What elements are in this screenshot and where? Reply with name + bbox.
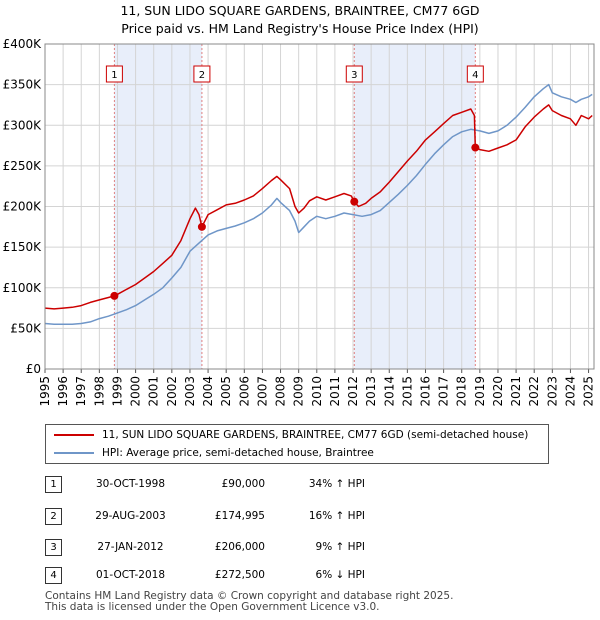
x-tick-label: 2022 xyxy=(527,376,541,407)
x-tick-label: 2012 xyxy=(346,376,360,407)
x-tick-label: 2006 xyxy=(237,376,251,407)
y-tick-label: £150K xyxy=(3,240,43,254)
x-tick-label: 2005 xyxy=(219,376,233,407)
sale-point xyxy=(350,197,359,206)
transaction-price: £90,000 xyxy=(221,478,265,490)
transaction-number: 3 xyxy=(45,539,62,556)
y-tick-label: £50K xyxy=(10,321,42,335)
x-tick-label: 2017 xyxy=(437,376,451,407)
x-tick-label: 2018 xyxy=(455,376,469,407)
sale-point xyxy=(110,291,119,300)
transaction-date: 29-AUG-2003 xyxy=(95,510,166,522)
y-tick-label: £350K xyxy=(3,78,43,92)
x-tick-label: 1998 xyxy=(92,376,106,407)
transaction-number: 2 xyxy=(45,508,62,525)
x-tick-label: 2001 xyxy=(147,376,161,407)
x-tick-label: 2009 xyxy=(292,376,306,407)
legend-swatch-property xyxy=(54,434,94,436)
x-tick-label: 2013 xyxy=(364,376,378,407)
legend-item-hpi: HPI: Average price, semi-detached house,… xyxy=(54,445,374,461)
x-tick-label: 2025 xyxy=(582,376,596,407)
transaction-row: 2 29-AUG-2003 £174,995 16% ↑ HPI xyxy=(45,508,545,528)
legend-swatch-hpi xyxy=(54,452,94,454)
y-tick-label: £0 xyxy=(26,362,41,376)
transaction-number: 1 xyxy=(45,476,62,493)
legend-item-property: 11, SUN LIDO SQUARE GARDENS, BRAINTREE, … xyxy=(54,427,528,443)
transaction-hpi-diff: 9% ↑ HPI xyxy=(315,541,365,553)
transaction-price: £174,995 xyxy=(214,510,265,522)
transaction-hpi-diff: 34% ↑ HPI xyxy=(308,478,365,490)
x-tick-label: 2023 xyxy=(545,376,559,407)
sale-point xyxy=(471,143,480,152)
transaction-row: 4 01-OCT-2018 £272,500 6% ↓ HPI xyxy=(45,567,545,587)
sale-marker-box xyxy=(105,65,123,83)
transaction-date: 01-OCT-2018 xyxy=(96,569,165,581)
transaction-row: 1 30-OCT-1998 £90,000 34% ↑ HPI xyxy=(45,476,545,496)
legend: 11, SUN LIDO SQUARE GARDENS, BRAINTREE, … xyxy=(45,424,549,464)
x-tick-label: 2014 xyxy=(382,376,396,407)
x-tick-label: 2011 xyxy=(328,376,342,407)
hpi-line xyxy=(44,83,593,326)
chart-subtitle: Price paid vs. HM Land Registry's House … xyxy=(121,21,479,36)
transaction-date: 27-JAN-2012 xyxy=(97,541,164,553)
x-tick-label: 2000 xyxy=(129,376,143,407)
x-tick-label: 2008 xyxy=(274,376,288,407)
sale-marker-label: 4 xyxy=(472,70,478,81)
x-tick-label: 2007 xyxy=(255,376,269,407)
y-tick-label: £250K xyxy=(3,159,43,173)
sale-marker-box xyxy=(466,65,484,83)
x-tick-label: 2002 xyxy=(165,376,179,407)
y-tick-label: £100K xyxy=(3,281,43,295)
transaction-hpi-diff: 6% ↓ HPI xyxy=(315,569,365,581)
y-tick-label: £300K xyxy=(3,118,43,132)
chart-title-address: 11, SUN LIDO SQUARE GARDENS, BRAINTREE, … xyxy=(120,3,480,18)
x-tick-label: 2024 xyxy=(563,376,577,407)
transaction-row: 3 27-JAN-2012 £206,000 9% ↑ HPI xyxy=(45,539,545,559)
sale-marker-label: 2 xyxy=(199,70,205,81)
x-tick-label: 1996 xyxy=(56,376,70,407)
x-tick-label: 1999 xyxy=(110,376,124,407)
transaction-number: 4 xyxy=(45,567,62,584)
x-tick-label: 2021 xyxy=(509,376,523,407)
y-tick-label: £200K xyxy=(3,200,43,214)
x-tick-label: 2019 xyxy=(473,376,487,407)
transaction-price: £272,500 xyxy=(214,569,265,581)
y-tick-label: £400K xyxy=(3,37,43,51)
x-tick-label: 2010 xyxy=(310,376,324,407)
footer: Contains HM Land Registry data © Crown c… xyxy=(45,591,453,613)
plot-frame xyxy=(44,43,595,370)
sale-marker-box xyxy=(193,65,211,83)
transaction-price: £206,000 xyxy=(214,541,265,553)
footer-licence: This data is licensed under the Open Gov… xyxy=(45,601,380,613)
transaction-date: 30-OCT-1998 xyxy=(96,478,165,490)
legend-label-property: 11, SUN LIDO SQUARE GARDENS, BRAINTREE, … xyxy=(102,429,529,441)
sale-marker-label: 1 xyxy=(111,70,117,81)
footer-copyright: Contains HM Land Registry data © Crown c… xyxy=(45,590,454,602)
legend-label-hpi: HPI: Average price, semi-detached house,… xyxy=(102,447,374,459)
sale-point xyxy=(197,222,206,231)
x-tick-label: 1997 xyxy=(74,376,88,407)
sale-marker-label: 3 xyxy=(351,70,357,81)
sale-marker-box xyxy=(345,65,363,83)
x-tick-label: 1995 xyxy=(38,376,52,407)
transaction-hpi-diff: 16% ↑ HPI xyxy=(308,510,365,522)
x-tick-label: 2015 xyxy=(400,376,414,407)
x-tick-label: 2004 xyxy=(201,376,215,407)
x-tick-label: 2016 xyxy=(418,376,432,407)
x-tick-label: 2020 xyxy=(491,376,505,407)
price-chart: £0 £50K £100K £150K £200K £250K £300K £350K £400… xyxy=(3,37,596,407)
property-price-line xyxy=(44,104,593,310)
x-tick-label: 2003 xyxy=(183,376,197,407)
